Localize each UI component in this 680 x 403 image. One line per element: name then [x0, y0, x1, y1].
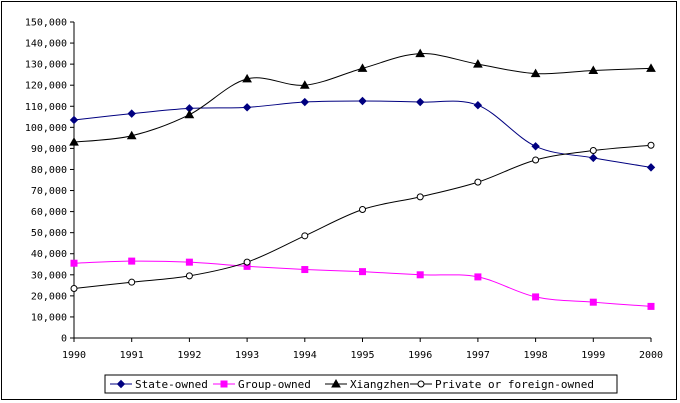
legend-entry: Private or foreign-owned: [410, 378, 594, 391]
data-point: [128, 278, 136, 286]
data-point: [589, 147, 597, 155]
x-tick-label: 1993: [235, 350, 259, 361]
y-axis: 0 10,000 20,000 30,000 40,000 50,000 60,000 70,…: [25, 18, 75, 345]
data-point: [531, 142, 540, 151]
data-point: [359, 268, 366, 276]
x-tick-label: 1995: [350, 350, 374, 361]
legend-marker: [417, 380, 425, 388]
data-point: [70, 284, 78, 292]
y-tick-label: 60,000: [31, 207, 67, 218]
legend-marker: [116, 379, 126, 389]
y-tick-label: 150,000: [25, 18, 67, 29]
data-point: [185, 272, 193, 280]
x-tick-label: 1991: [120, 350, 144, 361]
y-tick-label: 100,000: [25, 123, 67, 134]
data-point: [474, 178, 482, 186]
data-point: [530, 68, 541, 78]
data-point: [532, 293, 540, 301]
data-point: [242, 103, 252, 112]
data-point: [301, 266, 309, 274]
data-point: [589, 298, 597, 306]
data-point: [646, 63, 656, 72]
legend-entry: Xiangzhen: [325, 378, 410, 391]
legend-marker: [331, 378, 341, 388]
data-point: [127, 109, 136, 118]
data-point: [532, 156, 540, 164]
legend: State-owned Group-owned Xiangzhen Private o…: [104, 374, 618, 394]
y-tick-label: 10,000: [31, 312, 67, 323]
legend-entry: State-owned: [110, 378, 208, 391]
x-tick-label: 1998: [524, 350, 548, 361]
legend-label: Private or foreign-owned: [435, 378, 594, 391]
data-point: [416, 271, 424, 279]
data-point: [299, 80, 310, 89]
data-point: [646, 163, 656, 172]
y-tick-label: 20,000: [31, 291, 67, 302]
data-point: [647, 302, 655, 310]
series-xiangzhen: [69, 48, 656, 146]
y-tick-label: 40,000: [31, 249, 67, 260]
data-point: [473, 101, 483, 110]
data-point: [474, 273, 482, 281]
x-tick-label: 2000: [639, 350, 663, 361]
y-tick-label: 90,000: [31, 144, 67, 155]
data-point: [69, 115, 79, 125]
x-axis: 1990 1991 1992 1993 1994 1995 1996 1997 1998 1999…: [62, 337, 663, 361]
y-tick-label: 130,000: [25, 60, 67, 71]
data-point: [70, 259, 78, 267]
data-point: [185, 258, 193, 266]
legend-entry: Group-owned: [213, 378, 311, 391]
data-point: [473, 59, 483, 68]
data-point: [300, 97, 310, 107]
y-tick-label: 80,000: [31, 165, 67, 176]
y-tick-label: 70,000: [31, 186, 67, 197]
data-point: [184, 109, 195, 119]
series-group-owned: [70, 257, 655, 310]
x-tick-label: 1990: [62, 350, 86, 361]
x-tick-label: 1999: [581, 350, 605, 361]
y-tick-label: 0: [61, 334, 67, 345]
y-tick-label: 120,000: [25, 81, 67, 92]
data-point: [126, 130, 137, 140]
data-point: [301, 232, 309, 240]
data-point: [647, 141, 655, 149]
series-state-owned: [69, 96, 656, 172]
data-point: [589, 153, 598, 163]
data-point: [243, 258, 251, 266]
data-point: [588, 65, 599, 74]
x-tick-label: 1997: [466, 350, 490, 361]
x-tick-label: 1994: [293, 350, 317, 361]
series-private-or-foreign-owned: [70, 141, 655, 292]
data-point: [358, 96, 367, 106]
data-point: [359, 205, 366, 213]
y-tick-label: 110,000: [25, 102, 67, 113]
data-point: [242, 73, 252, 83]
y-tick-label: 30,000: [31, 270, 67, 281]
legend-marker: [220, 380, 228, 388]
x-tick-label: 1992: [177, 350, 201, 361]
series-line: [73, 260, 652, 307]
x-tick-label: 1996: [408, 350, 432, 361]
data-point: [69, 137, 79, 146]
data-point: [128, 257, 136, 265]
y-tick-label: 140,000: [25, 39, 67, 50]
y-tick-label: 50,000: [31, 228, 67, 239]
data-point: [415, 97, 425, 107]
legend-label: State-owned: [135, 378, 208, 391]
legend-box: [104, 374, 618, 394]
data-point: [416, 193, 424, 201]
series-line: [73, 100, 652, 168]
legend-label: Group-owned: [238, 378, 311, 391]
data-point: [357, 63, 368, 72]
series-line: [73, 144, 652, 289]
data-point: [415, 48, 426, 58]
series-layer: [69, 48, 656, 310]
legend-label: Xiangzhen: [350, 378, 410, 391]
